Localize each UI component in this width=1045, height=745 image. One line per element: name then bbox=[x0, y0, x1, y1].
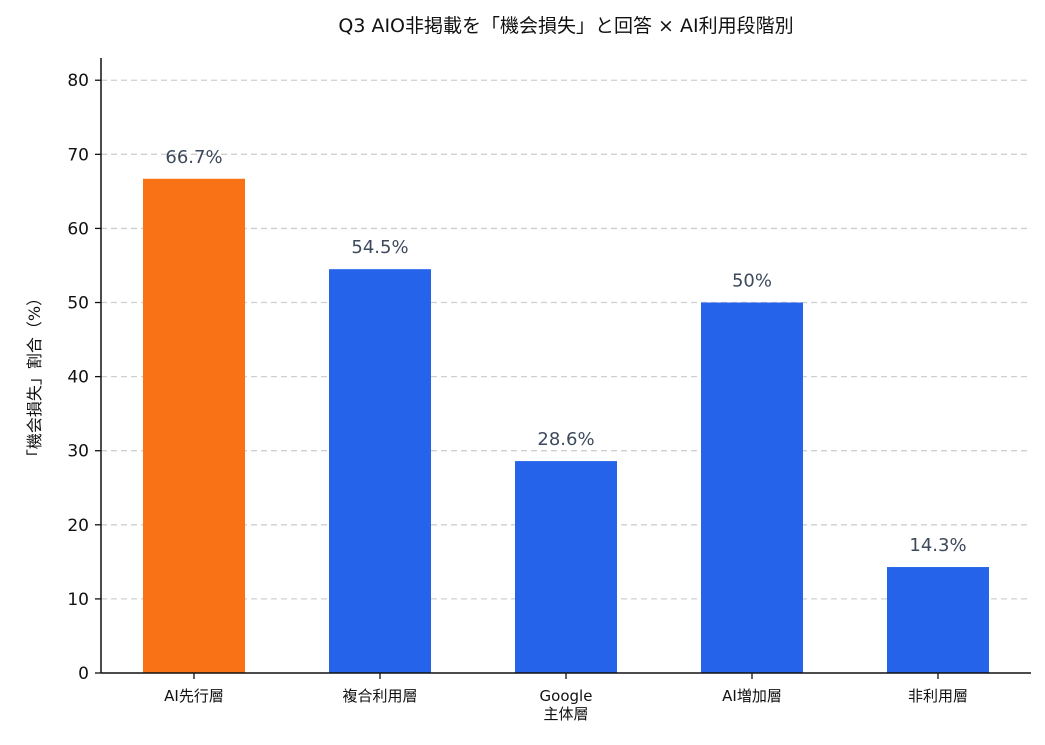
axes: 0 10 20 30 40 50 60 70 80 AI先行層 複合利用層 Google 主体層 AI増加… bbox=[67, 58, 1031, 723]
data-label: 54.5% bbox=[351, 237, 408, 258]
bar bbox=[515, 461, 617, 673]
y-tick-label: 80 bbox=[67, 71, 89, 91]
bar bbox=[329, 269, 431, 673]
y-tick-label: 30 bbox=[67, 442, 89, 462]
x-tick-label-line: AI先行層 bbox=[164, 687, 224, 705]
x-tick-label: AI増加層 bbox=[722, 687, 782, 705]
bars bbox=[143, 178, 989, 674]
y-tick-label: 60 bbox=[67, 219, 89, 239]
x-tick-label-line: Google bbox=[540, 687, 593, 705]
x-tick-label-line: 主体層 bbox=[543, 705, 588, 723]
data-label: 50% bbox=[732, 271, 772, 292]
y-tick-label: 50 bbox=[67, 294, 89, 314]
y-tick-label: 40 bbox=[67, 368, 89, 388]
x-tick-label: 非利用層 bbox=[908, 687, 968, 705]
y-tick-label: 10 bbox=[67, 590, 89, 610]
y-tick-label: 20 bbox=[67, 516, 89, 536]
y-axis-label: 「機会損失」割合（%） bbox=[25, 290, 44, 465]
x-tick-label: 複合利用層 bbox=[342, 687, 417, 705]
x-tick-label-line: 非利用層 bbox=[908, 687, 968, 705]
data-label: 66.7% bbox=[165, 147, 222, 168]
data-label: 14.3% bbox=[909, 535, 966, 556]
bar bbox=[143, 178, 245, 674]
x-tick-label: AI先行層 bbox=[164, 687, 224, 705]
x-tick-label: Google 主体層 bbox=[540, 687, 593, 723]
gridlines bbox=[101, 79, 1031, 600]
chart-title: Q3 AIO非掲載を「機会損失」と回答 × AI利用段階別 bbox=[338, 15, 793, 37]
bar bbox=[701, 302, 803, 673]
y-tick-label: 0 bbox=[78, 664, 89, 684]
x-tick-label-line: AI増加層 bbox=[722, 687, 782, 705]
data-label: 28.6% bbox=[537, 429, 594, 450]
y-tick-label: 70 bbox=[67, 145, 89, 165]
data-labels: 66.7% 54.5% 28.6% 50% 14.3% bbox=[165, 147, 966, 556]
x-tick-label-line: 複合利用層 bbox=[342, 687, 417, 705]
bar bbox=[887, 567, 989, 673]
